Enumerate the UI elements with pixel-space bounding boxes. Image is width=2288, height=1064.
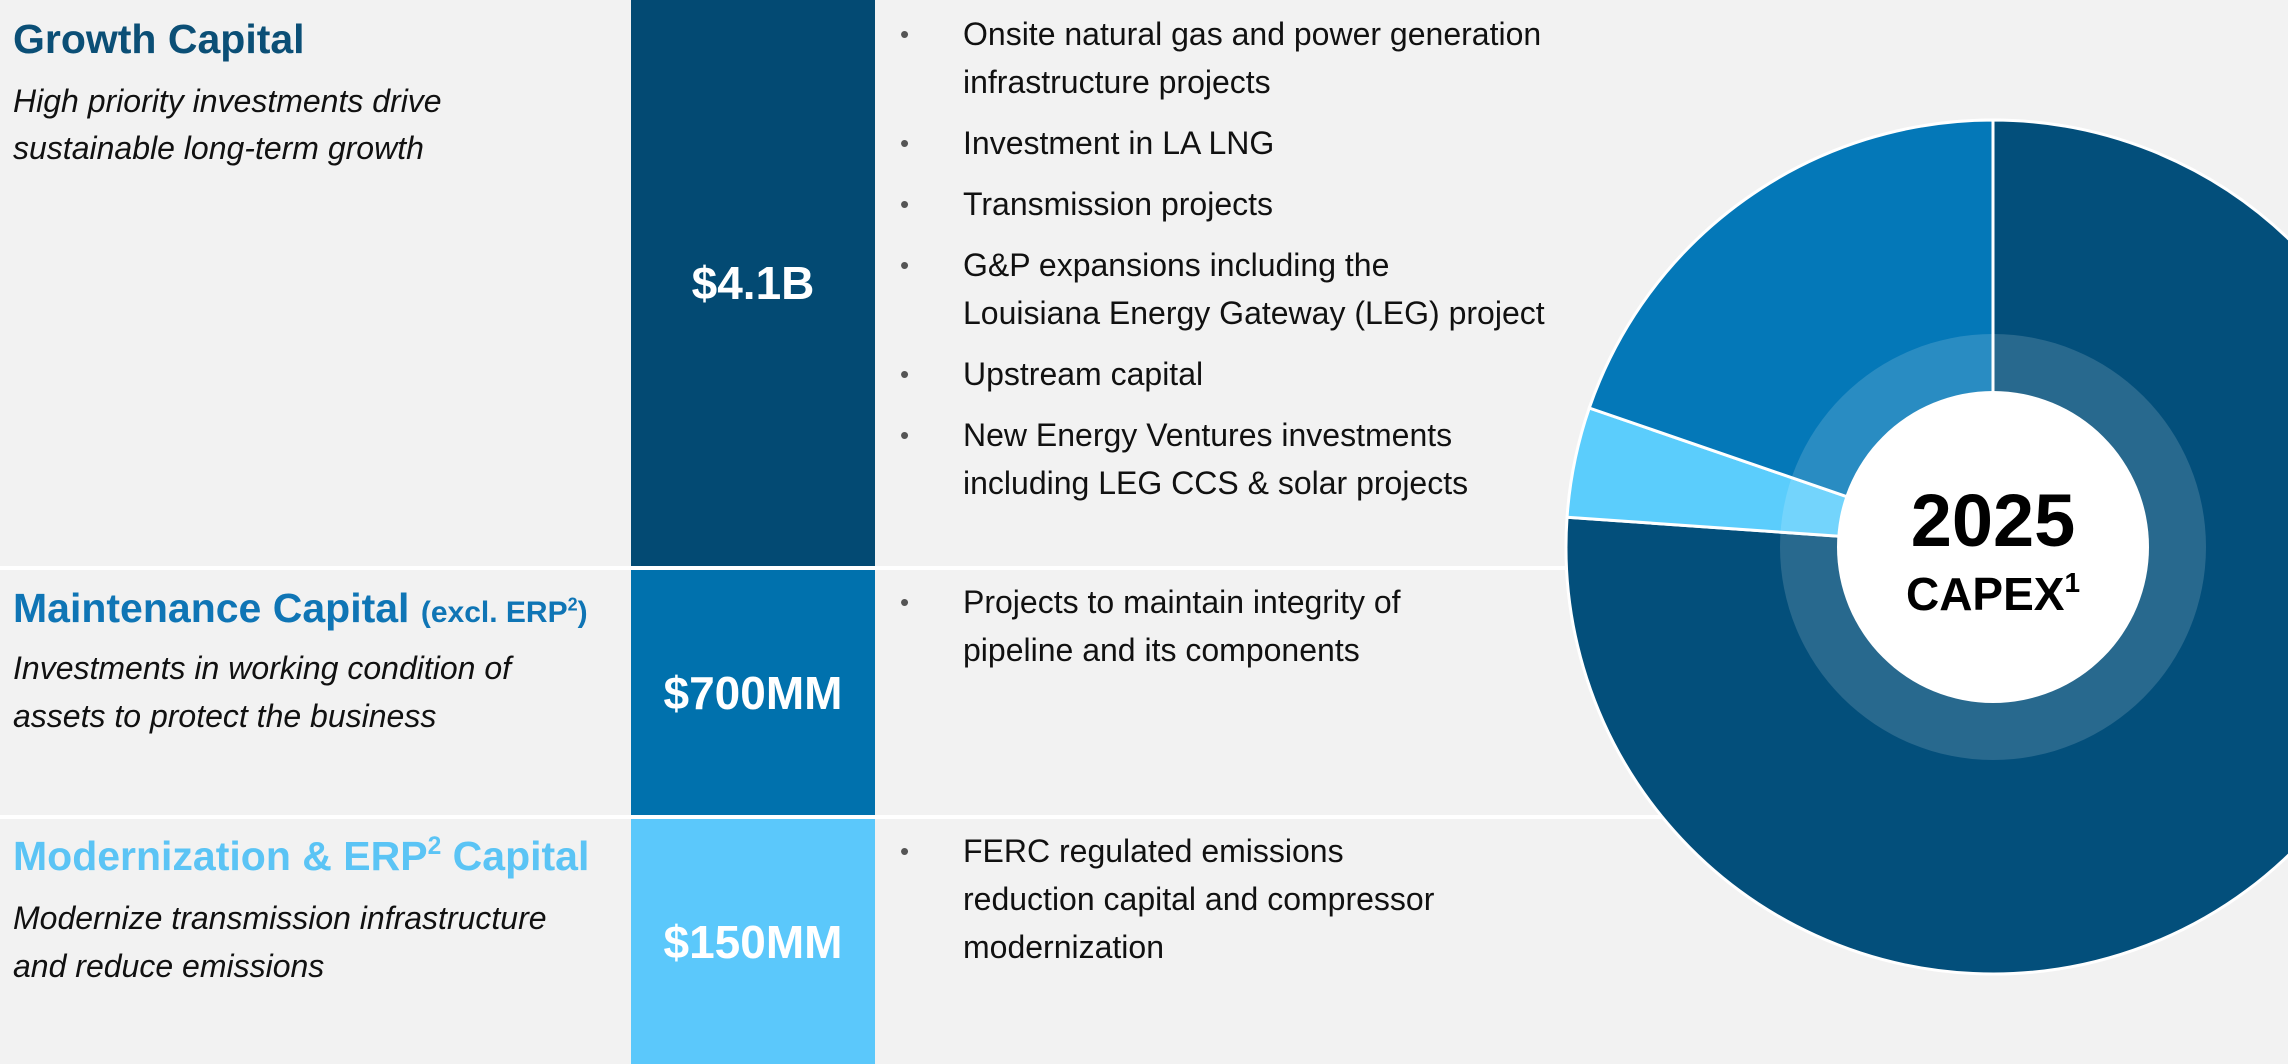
bullet-text: Projects to maintain integrity of xyxy=(963,584,1401,620)
bullet-text: Transmission projects xyxy=(963,186,1274,222)
superscript: 2 xyxy=(427,833,442,861)
bullet-dot: • xyxy=(900,128,910,158)
title-note: (excl. ERP2) xyxy=(420,594,588,629)
amount-bar: $150MM xyxy=(631,819,875,1064)
superscript: 1 xyxy=(2064,567,2080,598)
bullet-dot: • xyxy=(900,359,910,389)
donut-label: CAPEX1 xyxy=(1906,567,2080,620)
section-title-text: Modernization & ERP xyxy=(13,833,428,879)
section-subtitle: sustainable long-term growth xyxy=(13,130,424,166)
bullet-text: pipeline and its components xyxy=(963,632,1360,668)
section-title: Growth Capital xyxy=(13,16,305,62)
section-title: Modernization & ERP2 Capital xyxy=(13,832,589,880)
bullet-dot: • xyxy=(900,19,910,49)
bullet-item: • Investment in LA LNG xyxy=(900,119,1545,167)
bullet-item: • G&P expansions including the Louisiana E… xyxy=(900,241,1545,337)
section-title-end: Capital xyxy=(452,833,590,879)
amount-bar: $4.1B xyxy=(631,0,875,566)
bullet-list: • Projects to maintain integrity of pipeli… xyxy=(900,578,1401,687)
section-subtitle: Modernize transmission infrastructure xyxy=(13,900,547,936)
amount: $150MM xyxy=(663,915,843,968)
bullet-item: • Onsite natural gas and power generation… xyxy=(900,10,1545,106)
bullet-text: New Energy Ventures investments xyxy=(963,417,1453,453)
section-subtitle: assets to protect the business xyxy=(13,698,437,734)
bullet-text: including LEG CCS & solar projects xyxy=(963,465,1469,501)
bullet-text: Louisiana Energy Gateway (LEG) project xyxy=(963,295,1545,331)
bullet-text: G&P expansions including the xyxy=(963,247,1390,283)
donut-center xyxy=(1837,391,2149,703)
section-subtitle: High priority investments drive xyxy=(13,83,442,119)
bullet-item: • New Energy Ventures investments includin… xyxy=(900,411,1545,507)
bullet-item: • FERC regulated emissions reduction capit… xyxy=(900,827,1434,971)
section-subtitle: and reduce emissions xyxy=(13,948,325,984)
bullet-text: reduction capital and compressor xyxy=(963,881,1435,917)
bullet-text: Onsite natural gas and power generation xyxy=(963,16,1542,52)
section-title: Maintenance Capital (excl. ERP2) xyxy=(13,584,588,637)
amount-bar: $700MM xyxy=(631,570,875,815)
bullet-item: • Projects to maintain integrity of pipeli… xyxy=(900,578,1401,674)
amount: $700MM xyxy=(663,666,843,719)
section-subtitle: Investments in working condition of xyxy=(13,650,512,686)
bullet-text: FERC regulated emissions xyxy=(963,833,1344,869)
donut-year: 2025 xyxy=(1911,479,2076,562)
superscript: 2 xyxy=(567,594,578,615)
bullet-dot: • xyxy=(900,587,910,617)
bullet-list: • Onsite natural gas and power generation… xyxy=(900,10,1545,520)
bullet-dot: • xyxy=(900,189,910,219)
bullet-dot: • xyxy=(900,420,910,450)
bullet-item: • Transmission projects xyxy=(900,180,1545,228)
bullet-list: • FERC regulated emissions reduction capit… xyxy=(900,827,1434,984)
section-title-text: Maintenance Capital xyxy=(13,585,410,631)
bullet-text: Upstream capital xyxy=(963,356,1204,392)
bullet-text: Investment in LA LNG xyxy=(963,125,1275,161)
title-note-end: ) xyxy=(577,596,588,629)
bullet-text: modernization xyxy=(963,929,1164,965)
title-note-text: (excl. ERP xyxy=(420,596,568,629)
bullet-dot: • xyxy=(900,250,910,280)
bullet-text: infrastructure projects xyxy=(963,64,1271,100)
bullet-item: • Upstream capital xyxy=(900,350,1545,398)
donut-label-text: CAPEX xyxy=(1906,568,2065,620)
amount: $4.1B xyxy=(691,257,815,309)
bullet-dot: • xyxy=(900,836,910,866)
